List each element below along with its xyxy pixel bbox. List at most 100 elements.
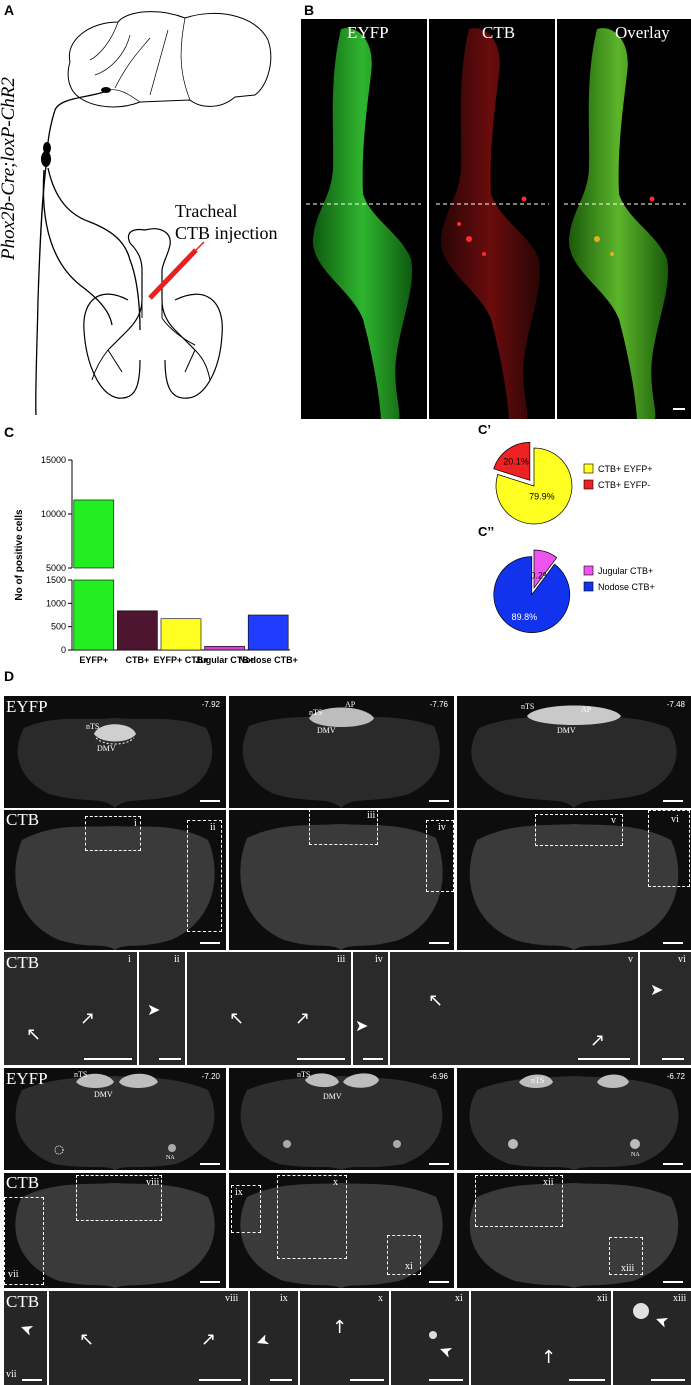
inset-box-vii	[4, 1197, 44, 1285]
inset-label-ix: ix	[280, 1293, 288, 1304]
inset-label-i: i	[128, 954, 131, 965]
labeled-cell	[633, 1303, 649, 1319]
ctb-inset-xii: xii ↑	[471, 1291, 611, 1385]
nts-label: nTS	[309, 708, 323, 717]
ctb-section-4: CTB viii vii	[4, 1173, 226, 1288]
injection-label: Tracheal CTB injection	[175, 200, 278, 244]
eyfp-section-6: -6.72 nTS NA	[457, 1068, 691, 1170]
pie-chart-ctb-eyfp: 79.9% 20.1% CTB+ EYFP+ CTB+ EYFP-	[493, 441, 653, 525]
arrowhead-icon: ➤	[355, 1016, 369, 1035]
bar	[204, 645, 245, 651]
scale-bar	[200, 1163, 220, 1165]
arrow-icon: ↗	[201, 1329, 217, 1350]
scale-bar	[429, 1379, 463, 1381]
scale-bar	[429, 1163, 449, 1165]
panel-label-d: D	[4, 668, 15, 684]
arrow-icon: ↗	[590, 1030, 606, 1051]
dmv-label: DMV	[97, 744, 116, 753]
y-tick-label: 5000	[46, 563, 66, 573]
legend-swatch	[583, 581, 594, 592]
ctb-section-2: iii iv	[229, 810, 454, 950]
scale-bar	[200, 942, 220, 944]
arrow-icon: ↑	[332, 1317, 348, 1338]
x-tick-label: EYFP+	[79, 655, 108, 665]
x-tick-label: Jugular CTB+	[195, 655, 254, 665]
scale-bar	[270, 1379, 292, 1381]
coordinate-label-4: -7.20	[201, 1072, 220, 1081]
scale-bar	[84, 1058, 132, 1060]
pie-slice	[495, 447, 573, 525]
ctb-section-5: x ix xi	[229, 1173, 454, 1288]
inset-label-ii: ii	[210, 822, 216, 833]
pie-value-label: 89.8%	[512, 612, 538, 622]
legend-label: Jugular CTB+	[598, 566, 653, 576]
ctb-inset-i: CTB i ↖ ↗	[4, 952, 137, 1065]
scale-bar	[662, 1058, 684, 1060]
x-tick-label: CTB+	[126, 655, 150, 665]
row-label-eyfp-1: EYFP	[6, 697, 48, 716]
inset-label-xiii: xiii	[621, 1263, 635, 1274]
ctb-inset-v: v ↖ ↗	[390, 952, 638, 1065]
syringe	[148, 248, 198, 300]
pie-value-label: 10.2%	[525, 570, 551, 580]
eyfp-section-3: -7.48 AP nTS DMV	[457, 696, 691, 808]
ctb-inset-iv: iv ➤	[353, 952, 388, 1065]
inset-box-vi	[648, 810, 690, 887]
pie-slice	[533, 549, 558, 590]
scale-bar	[429, 1281, 449, 1283]
nts-label: nTS	[86, 722, 100, 731]
inset-box-iv	[426, 820, 454, 892]
bar	[73, 499, 115, 569]
row-label-ctb-3: CTB	[6, 1173, 40, 1192]
label-eyfp: EYFP	[347, 23, 389, 42]
inset-box-xiii	[609, 1237, 643, 1275]
dmv-label: DMV	[323, 1092, 342, 1101]
injection-label-line1: Tracheal	[175, 201, 238, 221]
scale-bar	[350, 1379, 384, 1381]
pie-slice	[493, 441, 531, 481]
ctb-inset-xi: xi ➤	[391, 1291, 469, 1385]
ctb-inset-ix: ix ➤	[250, 1291, 298, 1385]
scale-bar	[22, 1379, 42, 1381]
inset-label-ix: ix	[235, 1187, 243, 1198]
row-label-ctb-2: CTB	[6, 953, 40, 972]
dmv-label: DMV	[317, 726, 336, 735]
inset-label-vi: vi	[671, 814, 679, 825]
scale-bar	[159, 1058, 181, 1060]
legend-label: CTB+ EYFP+	[598, 464, 653, 474]
inset-label-vii: vii	[6, 1369, 17, 1380]
arrowhead-icon: ➤	[435, 1340, 456, 1363]
arrowhead-icon: ➤	[651, 1310, 672, 1333]
pie-chart-ganglion: 10.2% 89.8% Jugular CTB+ Nodose CTB+	[493, 549, 655, 633]
inset-label-iv: iv	[438, 822, 446, 833]
dmv-label: DMV	[557, 726, 576, 735]
ctb-section-1: CTB i ii	[4, 810, 226, 950]
nts-label: nTS	[74, 1070, 88, 1079]
nts-label: nTS	[531, 1076, 545, 1085]
row-label-ctb-4: CTB	[6, 1292, 40, 1311]
ctb-inset-viii: viii ↖ ↗	[49, 1291, 248, 1385]
na-label: NA	[166, 1155, 175, 1161]
inset-label-x: x	[333, 1177, 338, 1188]
y-tick-label: 1000	[46, 598, 66, 608]
inset-box-v	[535, 814, 623, 846]
scale-bar	[200, 800, 220, 802]
coordinate-label-5: -6.96	[429, 1072, 448, 1081]
scale-bar	[363, 1058, 383, 1060]
inset-box-ii	[187, 820, 222, 932]
injection-label-line2: CTB injection	[175, 223, 278, 243]
ctb-section-6: xii xiii	[457, 1173, 691, 1288]
scale-bar	[578, 1058, 630, 1060]
y-tick-label: 0	[61, 645, 66, 655]
inset-label-x: x	[378, 1293, 383, 1304]
y-tick-label: 500	[51, 622, 66, 632]
coordinate-label-2: -7.76	[429, 700, 448, 709]
arrowhead-icon: ➤	[650, 980, 664, 999]
coordinate-label-1: -7.92	[201, 700, 220, 709]
arrow-icon: ↗	[295, 1008, 311, 1029]
inset-label-xiii: xiii	[673, 1293, 687, 1304]
ctb-section-3: v vi	[457, 810, 691, 950]
arrow-icon: ↑	[541, 1347, 557, 1368]
arrow-icon: ↗	[80, 1008, 96, 1029]
inset-box-xi	[387, 1235, 421, 1275]
